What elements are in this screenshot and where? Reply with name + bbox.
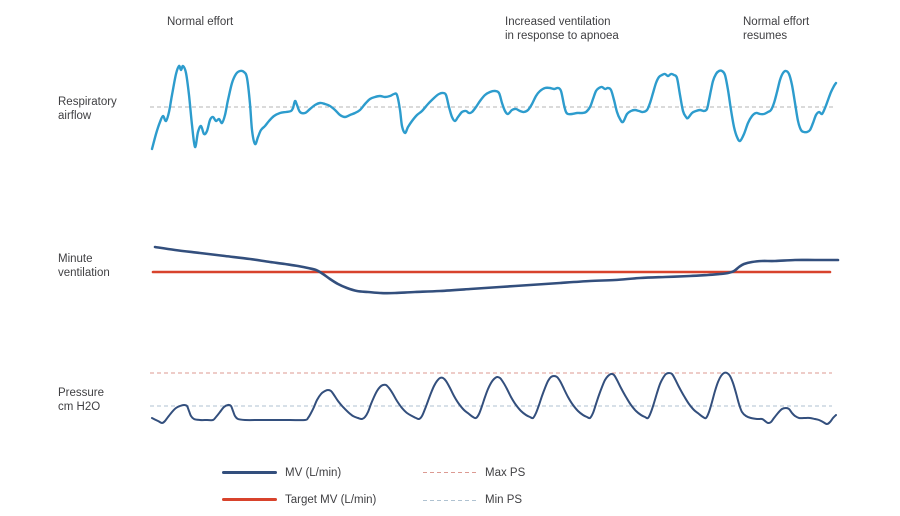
legend-swatch-min-ps bbox=[423, 500, 476, 501]
row-label-line: ventilation bbox=[58, 267, 110, 279]
annotation-line: resumes bbox=[743, 29, 788, 42]
legend-label-min-ps: Min PS bbox=[485, 494, 523, 506]
pressure-trace bbox=[151, 371, 837, 425]
row-label-line: Pressure bbox=[58, 387, 105, 399]
mv-trace bbox=[153, 245, 840, 295]
annotation-normal-effort-resumes: Normal effort resumes bbox=[743, 16, 809, 43]
legend-swatch-mv bbox=[222, 471, 277, 474]
row-label-line: Minute bbox=[58, 253, 93, 265]
annotation-line: in response to apnoea bbox=[505, 29, 619, 42]
annotation-increased-ventilation: Increased ventilation in response to apn… bbox=[505, 16, 619, 43]
legend-label-mv: MV (L/min) bbox=[285, 467, 342, 479]
legend-label-target-mv: Target MV (L/min) bbox=[285, 494, 377, 506]
legend-swatch-target-mv bbox=[222, 498, 277, 501]
row-label-line: cm H2O bbox=[58, 401, 101, 413]
row-label-line: airflow bbox=[58, 110, 92, 122]
annotation-line: Normal effort bbox=[743, 16, 810, 28]
row-label-line: Respiratory bbox=[58, 96, 117, 108]
annotation-normal-effort: Normal effort bbox=[167, 16, 233, 30]
row-label-respiratory-airflow: Respiratory airflow bbox=[58, 95, 117, 123]
legend-label-max-ps: Max PS bbox=[485, 467, 526, 479]
row-label-pressure: Pressure cm H2O bbox=[58, 386, 104, 414]
legend-swatch-max-ps bbox=[423, 472, 476, 473]
respiratory-airflow-trace bbox=[150, 64, 838, 151]
row-label-minute-ventilation: Minute ventilation bbox=[58, 252, 110, 280]
annotation-line: Normal effort bbox=[167, 16, 234, 28]
annotation-line: Increased ventilation bbox=[505, 16, 611, 28]
